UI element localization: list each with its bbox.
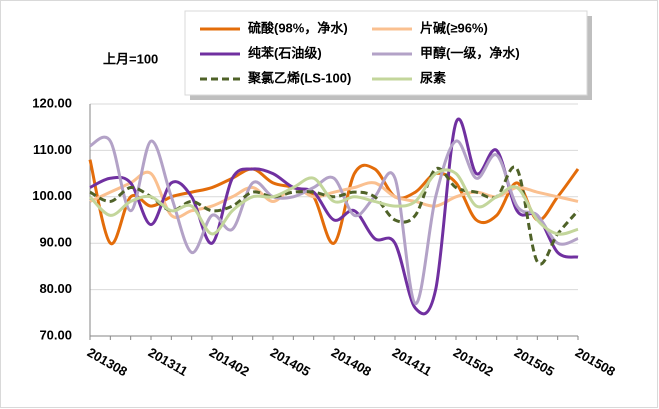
series-line [89, 135, 579, 306]
y-tick-label: 120.00 [32, 95, 72, 110]
y-tick-label: 110.00 [33, 142, 72, 157]
legend-label: 尿素 [420, 70, 446, 85]
series-line [88, 168, 579, 236]
legend-label: 纯苯(石油级) [248, 45, 322, 60]
legend-label: 片碱(≥96%) [420, 20, 488, 35]
y-tick-label: 90.00 [39, 235, 72, 250]
y-tick-label: 80.00 [39, 281, 72, 296]
y-tick-label: 100.00 [32, 188, 72, 203]
series-line [89, 117, 579, 316]
legend-label: 硫酸(98%，净水) [248, 20, 348, 35]
legend-label: 聚氯乙烯(LS-100) [247, 70, 351, 85]
annotation: 上月=100 [103, 51, 158, 66]
series-line [88, 159, 580, 245]
legend-label: 甲醇(一级，净水) [420, 45, 520, 60]
series-line [89, 165, 580, 266]
y-tick-label: 70.00 [39, 327, 72, 342]
